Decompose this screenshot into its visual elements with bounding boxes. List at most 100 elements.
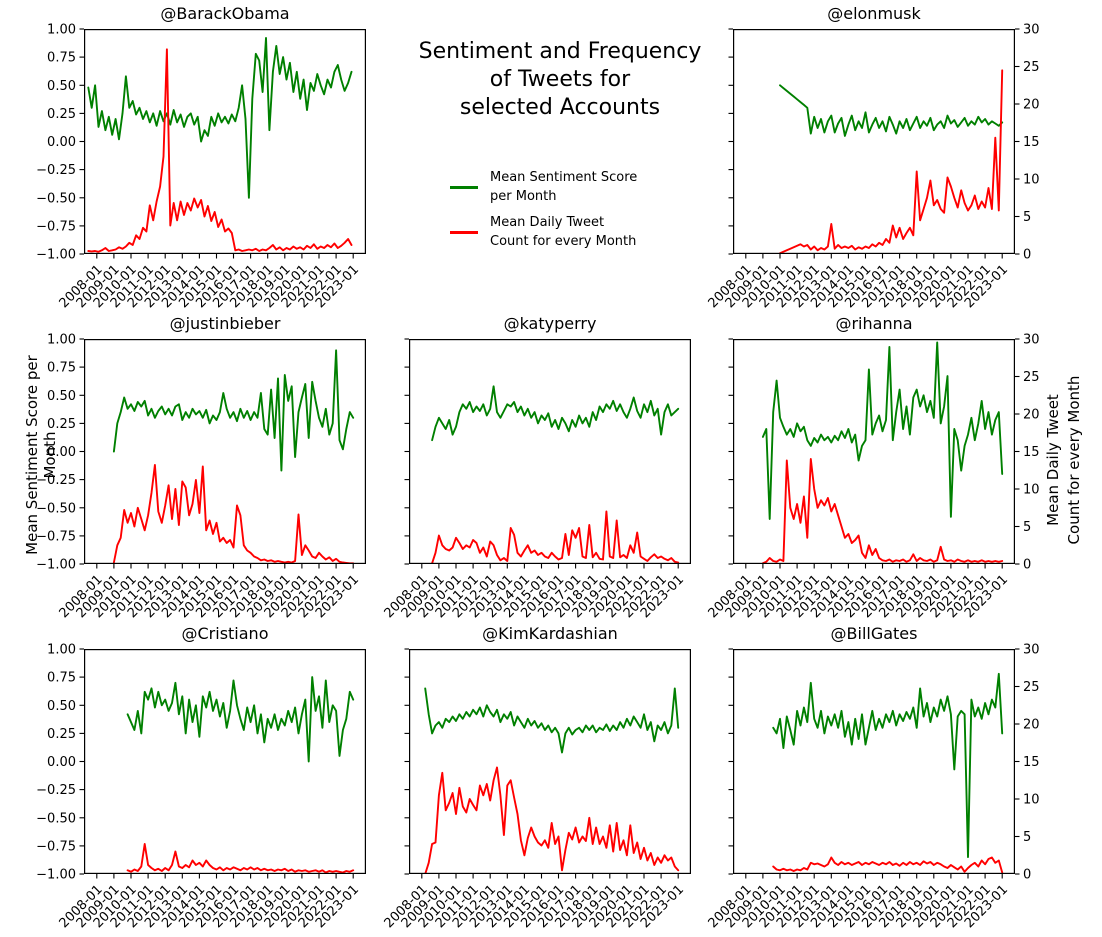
mean-sentiment-line: [126, 676, 355, 763]
tweet-count-line: [431, 510, 680, 564]
plot-area: 2008-012009-012010-012011-012012-012013-…: [706, 333, 1040, 622]
x-axis-ticks: 2008-012009-012010-012011-012012-012013-…: [706, 874, 1011, 931]
x-axis-ticks: 2008-012009-012010-012011-012012-012013-…: [382, 874, 687, 931]
subplot-barackobama: @BarackObama 2008-01 2009-01 2010-01 2011-0…: [36, 4, 366, 311]
plot-spine: [409, 649, 691, 875]
svg-text:0.00: 0.00: [47, 135, 76, 150]
plot-spine: [733, 339, 1015, 565]
svg-text:1.00: 1.00: [47, 643, 76, 658]
svg-text:−0.25: −0.25: [36, 783, 76, 798]
svg-text:25: 25: [1023, 370, 1040, 385]
svg-text:−0.75: −0.75: [36, 529, 76, 544]
svg-text:0.50: 0.50: [47, 699, 76, 714]
y-axis-ticks: 1.00 0.75 0.50 0.25 0.00 −0.25 −0.50 −0.75 −1.00: [36, 643, 84, 883]
right-axis-label: Mean Daily Tweet Count for every Month: [1044, 375, 1083, 545]
mean-sentiment-line: [761, 341, 1004, 520]
tweet-count-line: [112, 464, 355, 564]
svg-text:0: 0: [1023, 868, 1031, 883]
svg-text:0: 0: [1023, 248, 1031, 263]
svg-text:−0.75: −0.75: [36, 839, 76, 854]
mean-sentiment-line: [772, 672, 1004, 859]
svg-text:−0.50: −0.50: [36, 501, 76, 516]
svg-text:0.75: 0.75: [47, 671, 76, 686]
plot-area: 2008-012009-012010-012011-012012-012013-…: [382, 338, 691, 621]
svg-text:1.00: 1.00: [47, 23, 76, 38]
figure-title: Sentiment and Frequency of Tweets for se…: [418, 39, 702, 120]
tweet-count-line: [772, 856, 1004, 874]
mean-sentiment-line: [424, 687, 680, 754]
plot-area: 2008-012009-012010-012011-012012-012013-…: [36, 23, 366, 311]
svg-text:0.00: 0.00: [47, 445, 76, 460]
subplot-kimkardashian: @KimKardashian 2008-01 2009-01 2010-01 2011…: [382, 624, 691, 931]
sentiment-line-swatch: [450, 185, 478, 189]
y-axis-ticks: 30 25 20 15 10 5 0: [728, 333, 1040, 573]
svg-text:20: 20: [1023, 408, 1040, 423]
svg-text:15: 15: [1023, 755, 1040, 770]
plot-spine: [733, 649, 1015, 875]
subplot-title: @BarackObama: [160, 4, 290, 23]
plot-area: 2008-012009-012010-012011-012012-012013-…: [36, 643, 366, 931]
plot-spine: [409, 339, 691, 565]
svg-text:0.25: 0.25: [47, 727, 76, 742]
legend: Mean Sentiment Score per Month Mean Dail…: [450, 168, 637, 258]
x-axis-ticks: 2008-012009-012010-012011-012012-012013-…: [706, 254, 1011, 311]
svg-text:−1.00: −1.00: [36, 558, 76, 573]
x-axis-ticks: 2008-012009-012010-012011-012012-012013-…: [57, 254, 362, 311]
svg-text:−0.25: −0.25: [36, 163, 76, 178]
svg-text:15: 15: [1023, 135, 1040, 150]
plot-area: 2008-012009-012010-012011-012012-012013-…: [706, 23, 1040, 312]
y-axis-ticks: 1.00 0.75 0.50 0.25 0.00 −0.25 −0.50 −0.75 −1.00: [36, 23, 84, 263]
subplot-justinbieber: @justinbieber 2008-01 2009-01 2010-01 2011-…: [36, 314, 366, 621]
mean-sentiment-line: [779, 84, 1004, 137]
svg-text:0.25: 0.25: [47, 417, 76, 432]
svg-text:30: 30: [1023, 333, 1040, 348]
plot-spine: [84, 649, 366, 875]
subplot-rihanna: @rihanna 2008-01 2009-01 2010-01 2011-01 201…: [706, 314, 1040, 622]
y-axis-ticks: 1.00 0.75 0.50 0.25 0.00 −0.25 −0.50 −0.75 −1.00: [36, 333, 84, 573]
svg-text:−0.75: −0.75: [36, 219, 76, 234]
svg-text:−0.25: −0.25: [36, 473, 76, 488]
x-axis-ticks: 2008-012009-012010-012011-012012-012013-…: [57, 564, 362, 621]
tweet-count-line-swatch: [450, 230, 478, 234]
mean-sentiment-line: [431, 385, 680, 442]
subplot-title: @rihanna: [835, 314, 913, 333]
plot-spine: [84, 29, 366, 255]
y-axis-ticks: [404, 338, 409, 565]
plot-area: 2008-012009-012010-012011-012012-012013-…: [382, 648, 691, 931]
svg-text:25: 25: [1023, 680, 1040, 695]
svg-text:0.75: 0.75: [47, 361, 76, 376]
svg-text:30: 30: [1023, 23, 1040, 38]
x-axis-ticks: 2008-012009-012010-012011-012012-012013-…: [706, 564, 1011, 621]
legend-label-sentiment: Mean Sentiment Score per Month: [490, 170, 638, 204]
svg-text:0: 0: [1023, 558, 1031, 573]
subplot-title: @katyperry: [503, 314, 597, 333]
svg-text:15: 15: [1023, 445, 1040, 460]
subplot-elonmusk: @elonmusk 2008-01 2009-01 2010-01 2011-01 20…: [706, 4, 1040, 312]
plot-area: 2008-012009-012010-012011-012012-012013-…: [36, 333, 366, 621]
svg-text:0.50: 0.50: [47, 79, 76, 94]
svg-text:−1.00: −1.00: [36, 868, 76, 883]
legend-item-sentiment: Mean Sentiment Score per Month: [450, 168, 637, 206]
tweet-count-line: [779, 69, 1004, 254]
svg-text:0.00: 0.00: [47, 755, 76, 770]
svg-text:5: 5: [1023, 520, 1031, 535]
svg-text:−0.50: −0.50: [36, 191, 76, 206]
legend-item-tweet-count: Mean Daily Tweet Count for every Month: [450, 213, 637, 251]
y-axis-ticks: 30 25 20 15 10 5 0: [728, 23, 1040, 263]
svg-text:−0.50: −0.50: [36, 811, 76, 826]
mean-sentiment-line: [87, 37, 353, 199]
svg-text:10: 10: [1023, 793, 1040, 808]
tweet-count-line: [87, 48, 353, 253]
svg-text:0.25: 0.25: [47, 107, 76, 122]
legend-label-tweet-count: Mean Daily Tweet Count for every Month: [490, 215, 637, 249]
subplot-billgates: @BillGates 2008-01 2009-01 2010-01 2011-01 2…: [706, 624, 1040, 931]
svg-text:10: 10: [1023, 173, 1040, 188]
x-axis-ticks: 2008-012009-012010-012011-012012-012013-…: [382, 564, 687, 621]
tweet-count-line: [424, 766, 680, 874]
svg-text:10: 10: [1023, 483, 1040, 498]
subplot-title: @KimKardashian: [482, 624, 618, 643]
tweet-count-line: [126, 843, 355, 874]
y-axis-ticks: 30 25 20 15 10 5 0: [728, 643, 1040, 883]
svg-text:1.00: 1.00: [47, 333, 76, 348]
